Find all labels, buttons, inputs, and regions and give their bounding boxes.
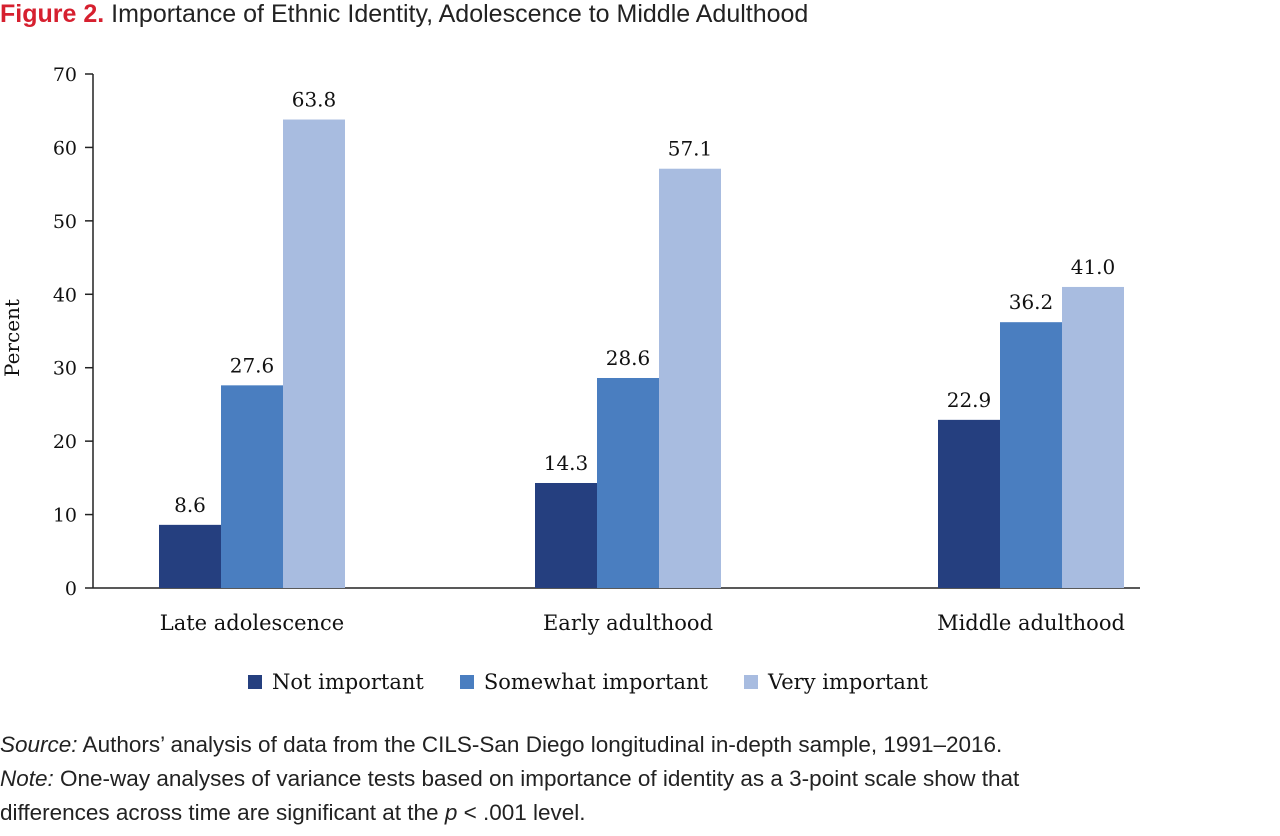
source-text: Authors’ analysis of data from the CILS-…: [77, 732, 1003, 757]
legend-label: Very important: [768, 670, 928, 694]
figure-label: Figure 2.: [0, 0, 105, 28]
figure-notes: Source: Authors’ analysis of data from t…: [0, 728, 1280, 830]
legend-swatch-somewhat-important: [459, 675, 474, 689]
data-label: 63.8: [292, 88, 337, 112]
note-label: Note:: [0, 766, 54, 791]
y-tick-label: 70: [53, 64, 77, 86]
legend-item-not-important: Not important: [248, 670, 424, 694]
source-note: Source: Authors’ analysis of data from t…: [0, 728, 1280, 762]
note-text-2a: differences across time are significant …: [0, 800, 445, 825]
legend-swatch-very-important: [744, 675, 758, 689]
source-label: Source:: [0, 732, 78, 757]
legend-item-very-important: Very important: [744, 670, 928, 694]
legend-label: Somewhat important: [483, 670, 708, 694]
data-label: 36.2: [1009, 290, 1054, 314]
chart-legend: Not important Somewhat important Very im…: [248, 670, 964, 694]
note-line-2: differences across time are significant …: [0, 796, 1280, 830]
x-category-label: Late adolescence: [160, 611, 344, 635]
data-label: 22.9: [947, 388, 992, 412]
y-tick-label: 10: [53, 505, 77, 527]
note-text-1: One-way analyses of variance tests based…: [53, 766, 1020, 791]
bar-very-important: [283, 119, 345, 589]
bar-somewhat-important: [597, 377, 659, 588]
y-tick-label: 60: [53, 137, 77, 159]
x-category-label: Early adulthood: [543, 611, 713, 635]
y-axis-title: Percent: [0, 299, 24, 377]
legend-item-somewhat-important: Somewhat important: [459, 670, 708, 694]
note-line-1: Note: One-way analyses of variance tests…: [0, 762, 1280, 796]
data-label: 14.3: [544, 451, 589, 475]
bar-very-important: [1062, 286, 1124, 588]
data-label: 41.0: [1071, 255, 1116, 279]
chart-axes: 0 10 20 30 40 50 60 70 Percent Late adolescence Ea…: [0, 64, 1140, 635]
legend-swatch-not-important: [248, 675, 262, 689]
chart-data-labels: 8.6 27.6 63.8 14.3 28.6 57.1 22.9 36.2 41.0: [174, 88, 1115, 517]
data-label: 57.1: [668, 137, 713, 161]
x-category-label: Middle adulthood: [937, 611, 1125, 635]
data-label: 28.6: [606, 346, 651, 370]
bar-not-important: [938, 419, 1000, 588]
chart-bars: [159, 119, 1124, 589]
data-label: 27.6: [230, 353, 275, 377]
bar-somewhat-important: [1000, 322, 1062, 588]
bar-not-important: [159, 524, 221, 588]
y-tick-label: 40: [53, 284, 77, 306]
figure-title: Figure 2. Importance of Ethnic Identity,…: [0, 0, 808, 28]
note-p: p: [444, 800, 458, 825]
bar-very-important: [659, 168, 721, 589]
legend-label: Not important: [272, 670, 424, 694]
y-tick-label: 50: [53, 211, 77, 233]
note-text-2b: < .001 level.: [457, 800, 586, 825]
figure-title-text: Importance of Ethnic Identity, Adolescen…: [111, 0, 809, 28]
y-tick-label: 30: [53, 358, 77, 380]
y-tick-label: 0: [65, 578, 77, 600]
bar-not-important: [535, 482, 597, 588]
y-tick-label: 20: [53, 431, 77, 453]
bar-somewhat-important: [221, 385, 283, 588]
bar-chart: 0 10 20 30 40 50 60 70 Percent Late adolescence Ea…: [0, 64, 1140, 635]
data-label: 8.6: [174, 493, 206, 517]
